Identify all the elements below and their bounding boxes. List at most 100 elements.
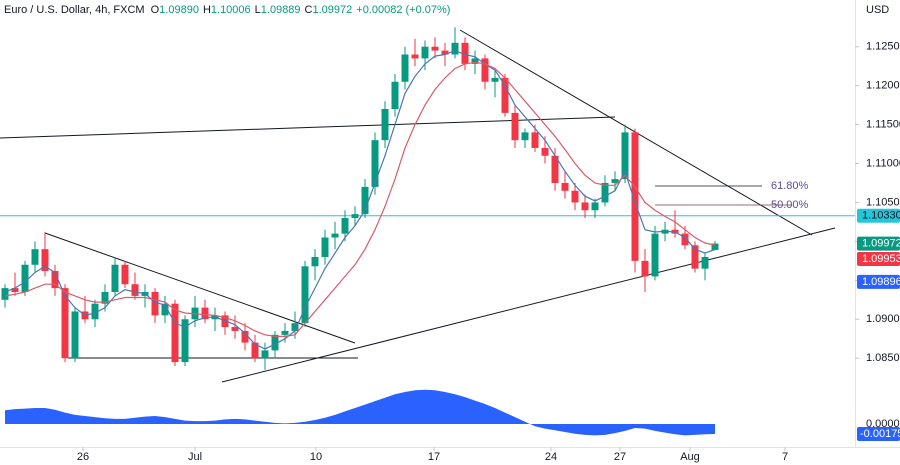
candle-body (701, 256, 709, 269)
price-marker (857, 252, 900, 267)
x-tick-label: 7 (782, 451, 788, 463)
x-tick-label: 26 (77, 451, 89, 463)
candle-body (231, 327, 239, 331)
x-tick-label: Jul (188, 451, 202, 463)
y-tick-label: 1.12000 (866, 80, 900, 92)
candle-body (601, 182, 609, 203)
field-value: 1.09972 (313, 4, 353, 16)
candle-body (261, 350, 269, 359)
x-tick-label: Aug (680, 451, 700, 463)
candle-body (521, 132, 529, 141)
fib-label: 61.80% (771, 180, 809, 192)
plot (0, 27, 855, 436)
candle-body (301, 266, 309, 324)
price-marker (857, 236, 900, 251)
candle-body (201, 307, 209, 320)
y-tick-label: 1.10500 (866, 196, 900, 208)
candle-body (481, 58, 489, 82)
candle-body (471, 58, 479, 64)
y-tick-label: 1.09000 (866, 313, 900, 325)
x-tick-label: 10 (310, 451, 322, 463)
trend-line (221, 227, 836, 383)
candle-body (91, 303, 99, 320)
candle-body (501, 77, 509, 113)
y-tick-label: 1.08500 (866, 352, 900, 364)
candle-body (421, 46, 429, 59)
candle-body (151, 292, 159, 316)
field-key: L (255, 4, 261, 16)
field-key: H (203, 4, 211, 16)
candle-body (681, 233, 689, 246)
candle-body (71, 311, 79, 359)
candle-body (621, 132, 629, 180)
candle-body (21, 264, 29, 293)
candle-body (451, 42, 459, 55)
moving-average (4, 49, 716, 350)
candle-body (511, 112, 519, 141)
candle-body (131, 284, 139, 296)
candle-body (591, 202, 599, 211)
osc-marker (857, 427, 900, 441)
field-key: O (151, 4, 160, 16)
x-tick-label: 17 (428, 451, 440, 463)
fib-label: 50.00% (771, 199, 809, 211)
header: Euro / U.S. Dollar, 4h, FXCM O1.09890 H1.1… (4, 4, 450, 16)
candle-body (331, 233, 339, 238)
candle-body (691, 245, 699, 269)
x-tick-label: 24 (545, 451, 557, 463)
field-value: 1.09889 (261, 4, 301, 16)
candle-body (491, 77, 499, 82)
candle-body (571, 190, 579, 203)
x-tick-label: 27 (614, 451, 626, 463)
candle-body (641, 260, 649, 277)
moving-average (4, 61, 716, 337)
header-text: Euro / U.S. Dollar, 4h, FXCM O1.09890 H1.1… (4, 4, 450, 16)
candle-body (341, 218, 349, 234)
candle-body (251, 342, 259, 359)
candle-body (241, 330, 249, 343)
candle-body (431, 46, 439, 51)
candle-body (351, 214, 359, 219)
candle-body (1, 288, 9, 300)
candle-body (181, 319, 189, 363)
field-key: C (305, 4, 313, 16)
price-marker-label: 1.09953 (862, 253, 900, 265)
candle-body (411, 54, 419, 59)
change: +0.00082 (+0.07%) (356, 4, 450, 16)
candle-body (561, 182, 569, 191)
candle-body (51, 270, 59, 289)
candle-body (121, 264, 129, 285)
candle-body (361, 186, 369, 215)
candle-body (631, 132, 639, 261)
candle-body (111, 264, 119, 293)
candle-body (711, 243, 719, 250)
candle-body (381, 109, 389, 141)
symbol: Euro / U.S. Dollar, 4h, FXCM (4, 4, 145, 16)
candle-body (311, 256, 319, 267)
price-marker-label: 1.09972 (862, 237, 900, 249)
osc-tick-label: 0.00000 (866, 418, 900, 430)
currency[interactable]: USD (866, 4, 889, 16)
candle-body (321, 237, 329, 257)
candle-body (551, 155, 559, 183)
candle-body (61, 288, 69, 359)
osc-marker-label: -0.00175 (860, 428, 900, 440)
y-tick-label: 1.12500 (866, 41, 900, 53)
candle-body (11, 288, 19, 293)
candle-body (101, 292, 109, 304)
candle-body (441, 50, 449, 55)
price-marker-label: 1.09896 (862, 276, 900, 288)
candle-body (531, 132, 539, 148)
candle-body (291, 323, 299, 331)
candle-body (581, 202, 589, 211)
candle-body (31, 249, 39, 265)
candle-body (651, 233, 659, 277)
field-value: 1.10006 (211, 4, 251, 16)
y-tick-label: 1.11000 (866, 157, 900, 169)
candle-body (371, 140, 379, 187)
candle-body (391, 81, 399, 110)
candle-body (41, 249, 49, 271)
price-marker-label: 1.10330 (862, 210, 900, 222)
